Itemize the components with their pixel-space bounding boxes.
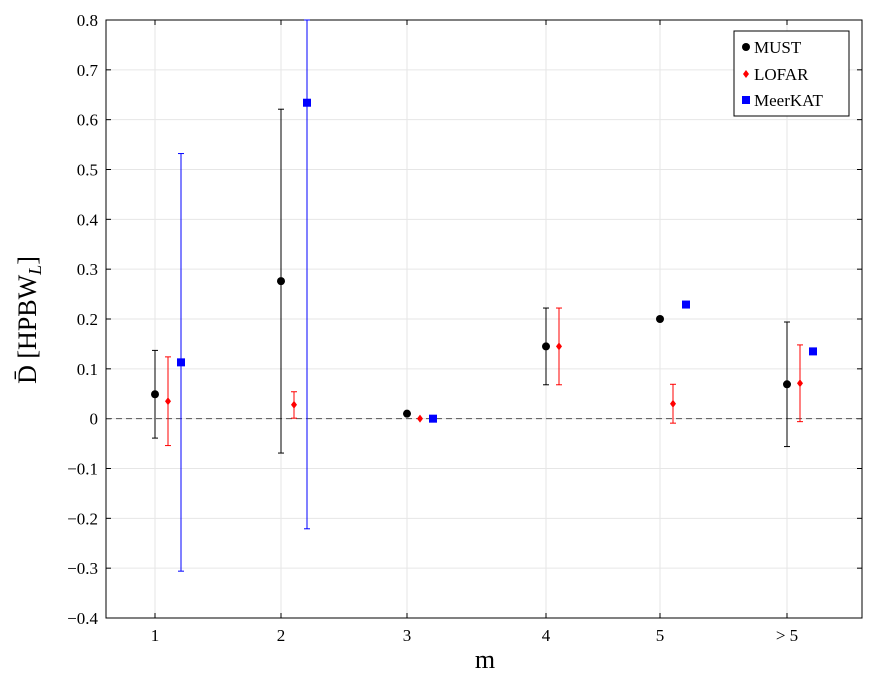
legend: MUST LOFAR MeerKAT: [733, 30, 850, 117]
y-tick-label: 0.5: [77, 161, 98, 180]
y-tick-label: 0: [90, 410, 99, 429]
y-tick-label: −0.4: [67, 609, 98, 628]
legend-box: [733, 30, 850, 117]
data-point-lofar: [291, 400, 297, 409]
y-tick-label: −0.3: [67, 559, 98, 578]
y-tick-label: 0.1: [77, 360, 98, 379]
data-point-lofar: [165, 397, 171, 406]
data-point-meerkat: [809, 347, 817, 356]
legend-label-lofar: LOFAR: [754, 65, 809, 84]
plot-frame: [105, 19, 863, 619]
data-point-must: [542, 342, 550, 351]
legend-marker-lofar: [743, 70, 749, 78]
x-tick-label: > 5: [776, 626, 798, 645]
legend-label-meerkat: MeerKAT: [754, 91, 824, 110]
y-tick-label: 0.4: [77, 210, 99, 229]
y-axis-title: D̄ [HPBWL]: [13, 256, 45, 384]
y-axis-title-main: D̄ [HPBW: [13, 274, 42, 384]
legend-marker-meerkat: [742, 96, 750, 104]
y-axis-title-subscript: L: [25, 265, 45, 276]
x-tick-label: 3: [403, 626, 412, 645]
data-point-lofar: [670, 399, 676, 408]
legend-label-must: MUST: [754, 38, 802, 57]
x-tick-label: 2: [277, 626, 286, 645]
data-point-must: [656, 315, 664, 323]
y-axis-title-close: ]: [13, 256, 42, 265]
data-point-lofar: [797, 379, 803, 388]
y-tick-label: 0.7: [77, 61, 99, 80]
y-tick-label: 0.8: [77, 11, 98, 30]
y-tick-label: 0.6: [77, 111, 98, 130]
data-point-lofar: [556, 342, 562, 351]
y-tick-label: −0.2: [67, 509, 98, 528]
y-tick-label: 0.3: [77, 260, 98, 279]
data-point-meerkat: [177, 358, 185, 367]
y-tick-label: −0.1: [67, 460, 98, 479]
data-point-lofar: [417, 414, 423, 423]
data-point-must: [403, 409, 411, 418]
x-tick-label: 4: [542, 626, 551, 645]
x-tick-label: 1: [151, 626, 160, 645]
legend-marker-must: [742, 43, 750, 51]
data-point-meerkat: [682, 300, 690, 309]
data-point-meerkat: [429, 414, 437, 423]
data-point-must: [151, 390, 159, 399]
data-point-must: [783, 380, 791, 389]
axis-layer: −0.4 −0.3 −0.2 −0.1 0 0.1 0.2 0.3 0.4 0.5 0.6 0.7 0.…: [67, 11, 863, 645]
marker-layer: [151, 98, 817, 423]
x-axis-title: m: [475, 645, 495, 674]
data-point-meerkat: [303, 98, 311, 107]
x-tick-label: 5: [656, 626, 665, 645]
data-point-must: [277, 277, 285, 286]
y-tick-label: 0.2: [77, 310, 98, 329]
